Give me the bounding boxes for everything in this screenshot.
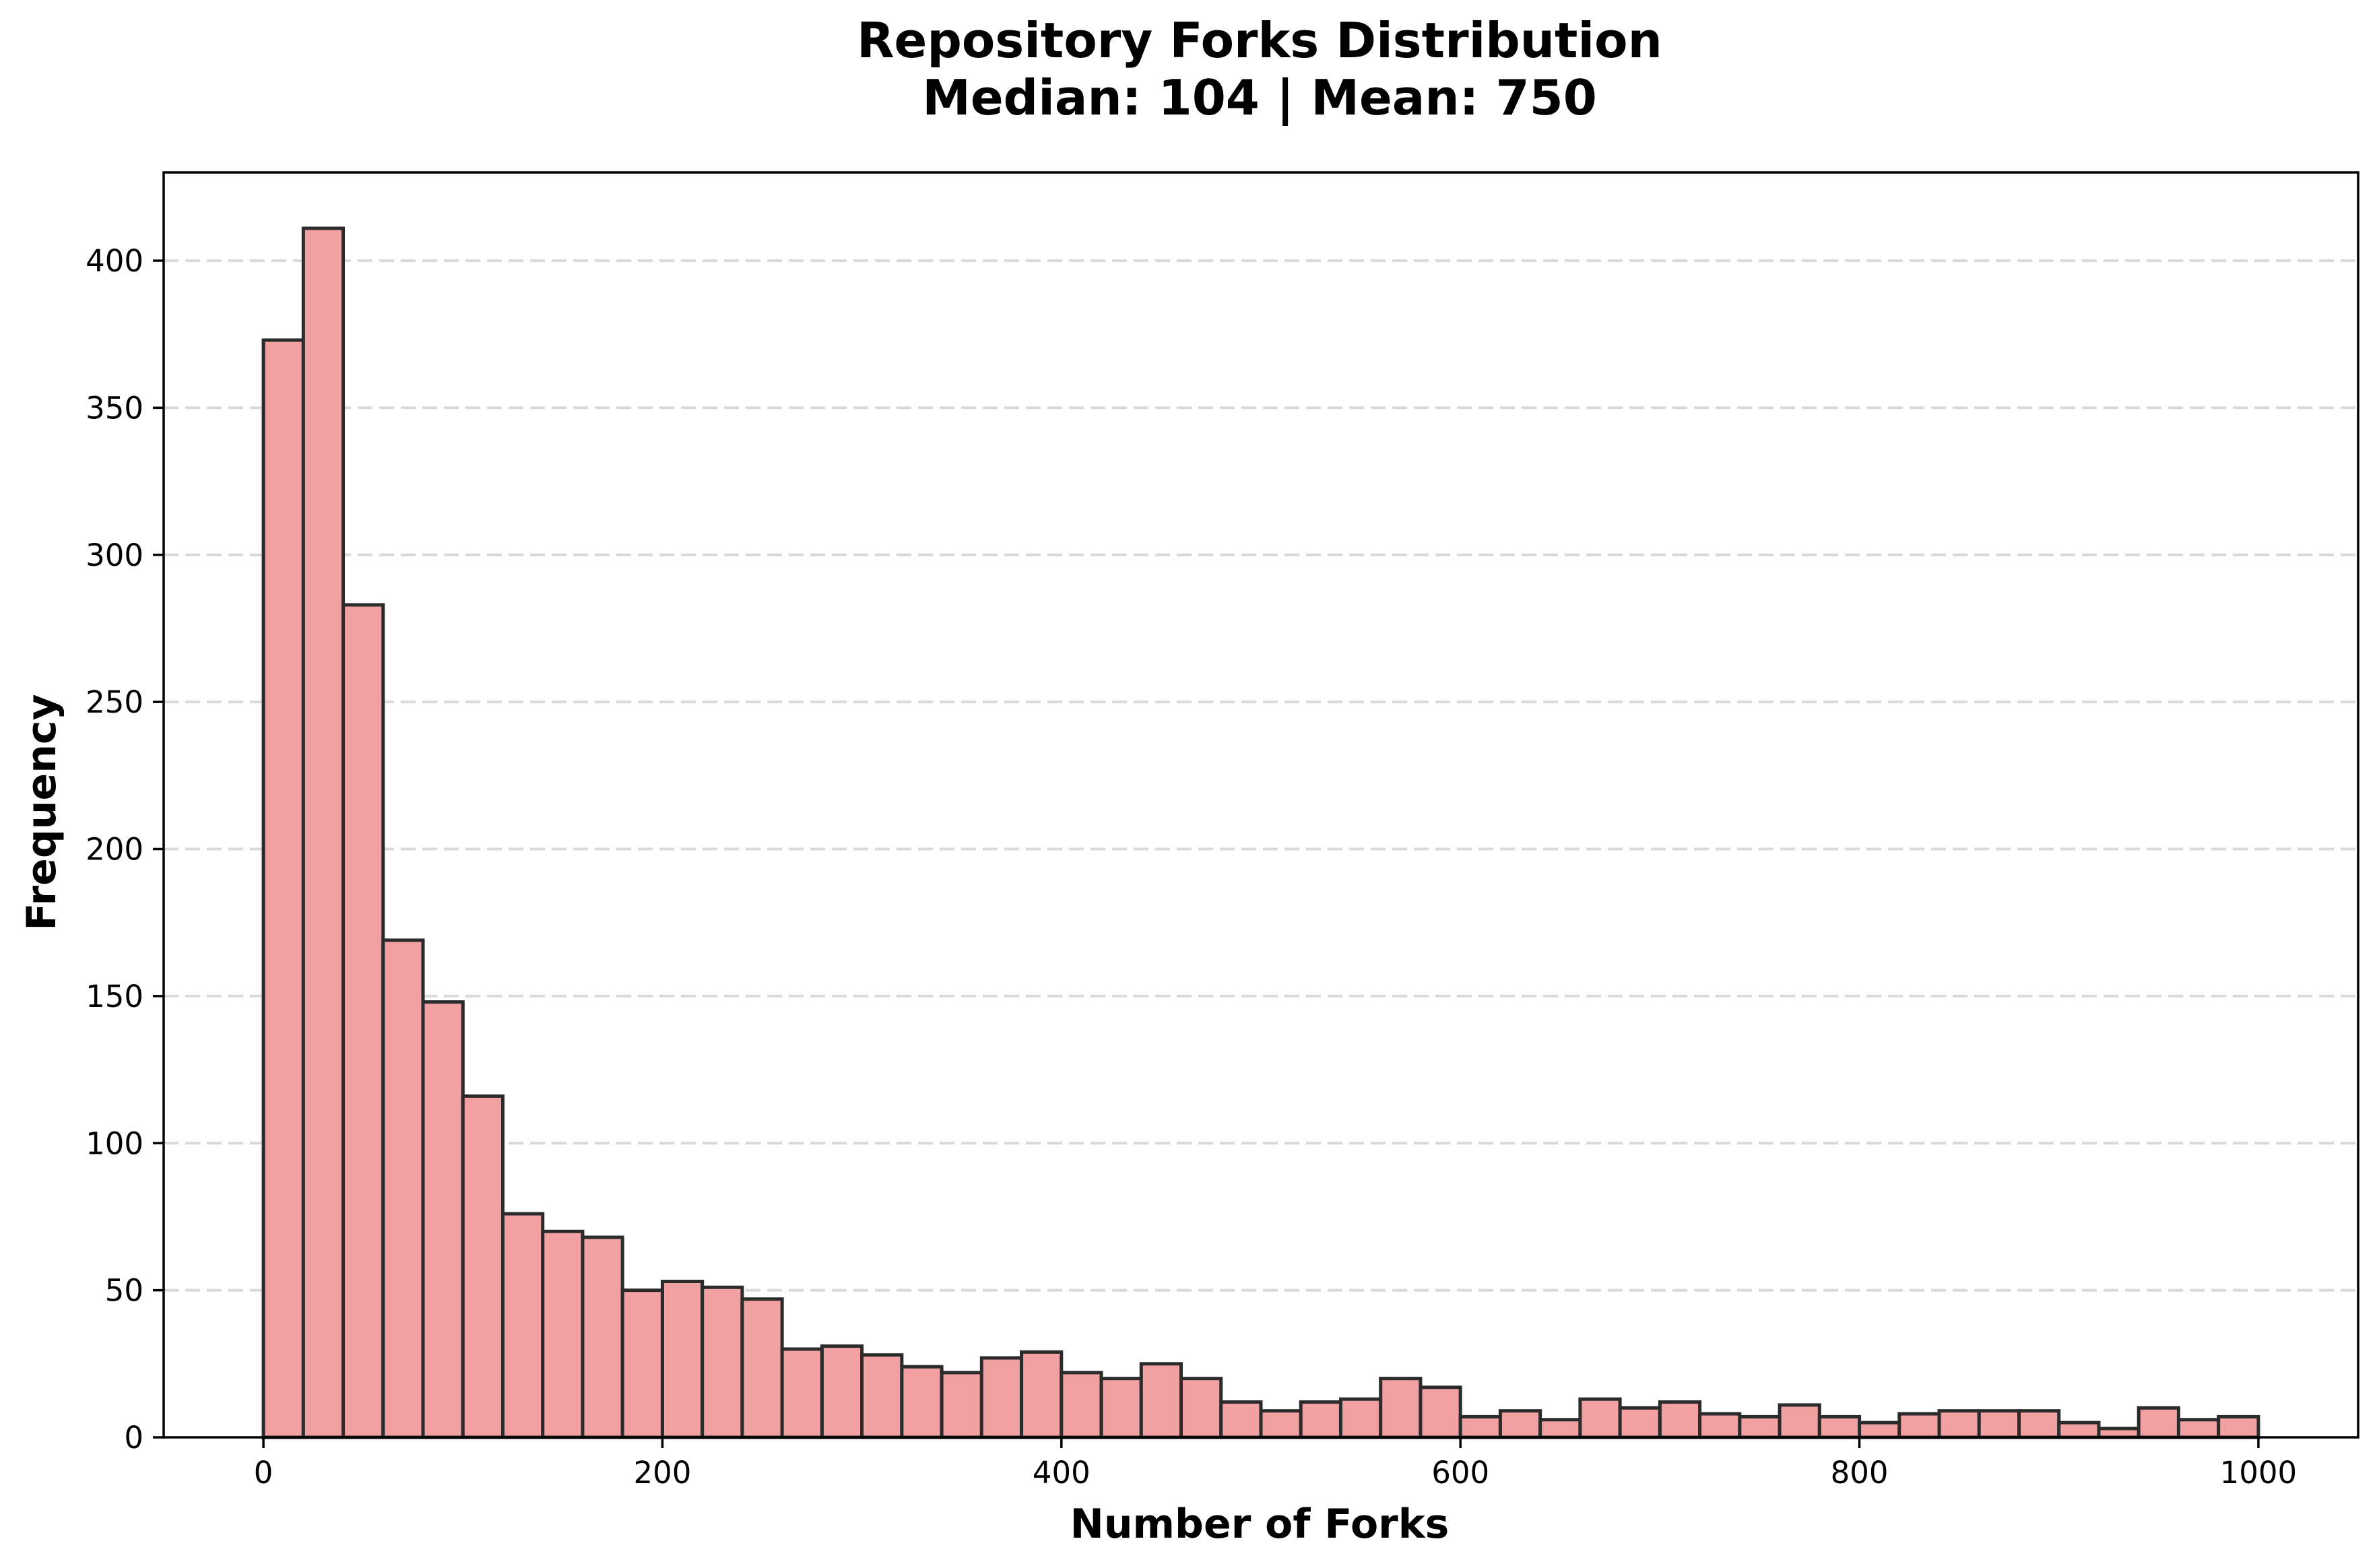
histogram-bar <box>501 1212 545 1439</box>
histogram-bar <box>1099 1377 1143 1439</box>
histogram-bar <box>1817 1414 1862 1439</box>
histogram-bar <box>1538 1418 1582 1439</box>
histogram-bar <box>1618 1406 1662 1439</box>
histogram-bar <box>660 1280 705 1439</box>
y-tick-label: 100 <box>86 1125 143 1161</box>
histogram-bar <box>2137 1406 2180 1439</box>
histogram-bar <box>1738 1414 1782 1439</box>
x-tick-label: 200 <box>634 1455 692 1491</box>
histogram-bar <box>1060 1371 1103 1439</box>
histogram-bar <box>541 1229 585 1439</box>
y-axis-ticks: 0 50 100 150 200 250 300 350 400 <box>86 243 164 1456</box>
histogram-bar <box>860 1353 904 1439</box>
x-tick-label: 0 <box>254 1455 273 1491</box>
histogram-bar <box>381 938 425 1439</box>
chart-title: Repository Forks Distribution <box>857 12 1662 69</box>
histogram-bar <box>1937 1409 1981 1439</box>
histogram-bar <box>900 1365 944 1439</box>
histogram-bar <box>1379 1377 1423 1439</box>
histogram-bar <box>301 226 346 1439</box>
y-tick-label: 400 <box>86 243 143 279</box>
histogram-bar <box>1897 1412 1941 1439</box>
chart-subtitle: Median: 104 | Mean: 750 <box>922 69 1597 127</box>
histogram-bar <box>979 1356 1024 1439</box>
histogram-bar <box>1338 1397 1383 1439</box>
histogram-bar <box>701 1285 744 1439</box>
histogram-bar <box>1020 1350 1064 1439</box>
histogram-bar <box>581 1235 624 1439</box>
histogram-bar <box>1259 1409 1303 1439</box>
histogram-bar <box>2217 1414 2260 1439</box>
histogram-bar <box>780 1347 824 1439</box>
histogram-bar <box>740 1297 784 1439</box>
histogram-bar <box>620 1288 664 1439</box>
histogram-bar <box>1498 1409 1542 1439</box>
histogram-bar <box>461 1094 505 1439</box>
y-tick-label: 300 <box>86 537 143 573</box>
histogram-bar <box>1139 1362 1183 1439</box>
x-tick-label: 800 <box>1831 1455 1889 1491</box>
histogram-bar <box>1458 1414 1502 1439</box>
histogram-bar <box>421 1000 465 1439</box>
plot-frame <box>162 171 2359 1439</box>
x-axis-label: Number of Forks <box>1070 1501 1450 1548</box>
histogram-bars <box>261 226 2260 1439</box>
histogram-bar <box>1179 1377 1223 1439</box>
y-tick-label: 0 <box>124 1420 143 1456</box>
histogram-bar <box>2176 1418 2221 1439</box>
y-tick-label: 250 <box>86 684 143 720</box>
x-tick-label: 400 <box>1033 1455 1090 1491</box>
histogram-bar <box>820 1344 864 1439</box>
x-tick-label: 600 <box>1431 1455 1489 1491</box>
y-axis-label: Frequency <box>18 694 65 930</box>
histogram-bar <box>1977 1409 2021 1439</box>
histogram-bar <box>341 603 385 1439</box>
x-tick-label: 1000 <box>2220 1455 2298 1491</box>
histogram-bar <box>1698 1412 1742 1439</box>
y-tick-label: 150 <box>86 979 143 1014</box>
histogram-bar <box>261 338 305 1439</box>
y-tick-label: 200 <box>86 832 143 868</box>
histogram-bar <box>940 1371 983 1439</box>
histogram-bar <box>2057 1420 2101 1439</box>
y-tick-label: 350 <box>86 390 143 426</box>
histogram-bar <box>2097 1427 2141 1439</box>
histogram-bar <box>1658 1400 1702 1439</box>
histogram-bar <box>1299 1400 1342 1439</box>
histogram-bar <box>2017 1409 2061 1439</box>
histogram-bar <box>1858 1420 1901 1439</box>
histogram-bar <box>1219 1400 1263 1439</box>
x-axis-ticks: 0 200 400 600 800 1000 <box>254 1437 2297 1491</box>
histogram-bar <box>1419 1385 1462 1439</box>
histogram-bar <box>1578 1397 1622 1439</box>
y-tick-label: 50 <box>105 1273 143 1309</box>
histogram-bar <box>1778 1403 1821 1439</box>
